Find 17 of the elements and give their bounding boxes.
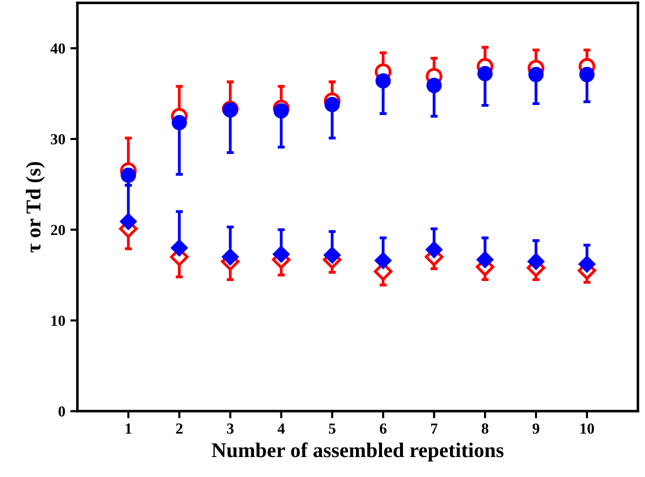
x-tick-label: 5 xyxy=(328,424,336,434)
y-tick-label: 10 xyxy=(52,316,66,326)
x-tick-label: 8 xyxy=(482,423,488,434)
y-tick-label: 0 xyxy=(58,406,66,417)
x-tick-label: 2 xyxy=(176,423,182,434)
x-tick-label: 6 xyxy=(380,423,387,434)
x-tick-label: 3 xyxy=(227,423,234,434)
y-tick-label: 20 xyxy=(50,224,66,236)
x-axis-title: Number of assembled repetitions xyxy=(212,442,504,462)
x-tick-label: 10 xyxy=(580,423,594,434)
y-tick-label: 30 xyxy=(50,134,66,144)
x-tick-label: 9 xyxy=(532,423,540,434)
x-tick-label: 7 xyxy=(431,424,438,434)
x-tick-label: 4 xyxy=(278,424,285,434)
y-axis-title: τ or Td (s) xyxy=(26,162,45,252)
x-tick-label: 1 xyxy=(126,423,132,434)
y-tick-label: 40 xyxy=(50,43,66,54)
